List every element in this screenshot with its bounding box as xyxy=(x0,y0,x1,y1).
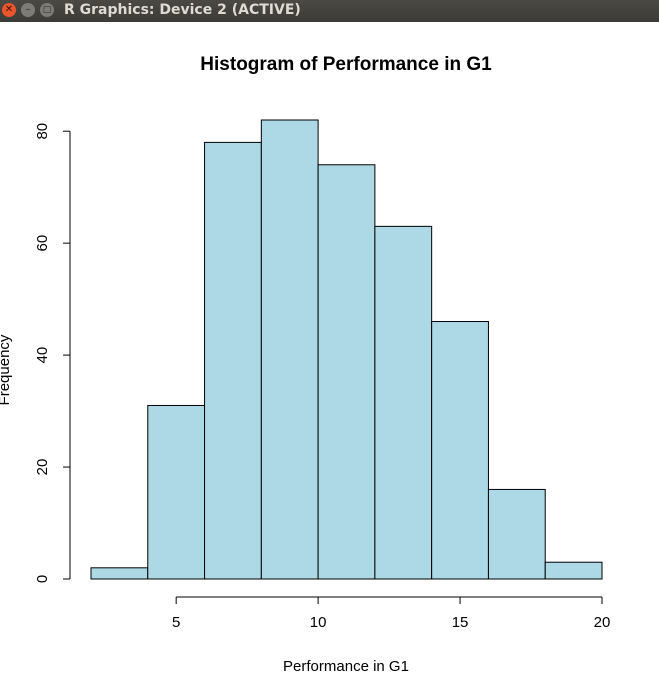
plot-area: Histogram of Performance in G1 5 10 15 20 0… xyxy=(0,22,659,690)
x-axis: 5 10 15 20 xyxy=(172,596,611,631)
histogram-bars xyxy=(90,119,603,580)
y-tick-label: 20 xyxy=(34,459,51,476)
histogram-bar xyxy=(147,404,206,580)
window-titlebar[interactable]: ✕ – □ R Graphics: Device 2 (ACTIVE) xyxy=(0,0,659,22)
y-axis: 0 20 40 60 80 xyxy=(34,123,71,583)
minimize-window-button[interactable]: – xyxy=(21,3,35,17)
histogram-bar xyxy=(260,119,319,580)
x-tick-label: 5 xyxy=(172,614,180,631)
x-tick-label: 10 xyxy=(310,614,327,631)
histogram-bar xyxy=(204,141,262,580)
y-tick-label: 0 xyxy=(34,575,51,583)
y-tick-label: 80 xyxy=(34,123,51,140)
histogram-bar xyxy=(544,561,603,580)
x-axis-label: Performance in G1 xyxy=(283,658,409,675)
y-axis-label: Frequency xyxy=(0,334,13,405)
close-window-button[interactable]: ✕ xyxy=(2,3,16,17)
y-tick-label: 40 xyxy=(34,347,51,364)
maximize-window-button[interactable]: □ xyxy=(40,3,54,17)
y-tick-label: 60 xyxy=(34,235,51,252)
histogram-bar xyxy=(90,567,149,580)
window-title: R Graphics: Device 2 (ACTIVE) xyxy=(64,2,301,18)
histogram-bar xyxy=(487,488,546,580)
histogram-bar xyxy=(317,164,376,580)
x-tick-label: 20 xyxy=(594,614,611,631)
histogram-bar xyxy=(431,321,489,580)
histogram-chart: Histogram of Performance in G1 5 10 15 20 0… xyxy=(0,54,611,675)
histogram-bar xyxy=(374,225,433,580)
x-tick-label: 15 xyxy=(452,614,469,631)
chart-title: Histogram of Performance in G1 xyxy=(200,54,492,75)
